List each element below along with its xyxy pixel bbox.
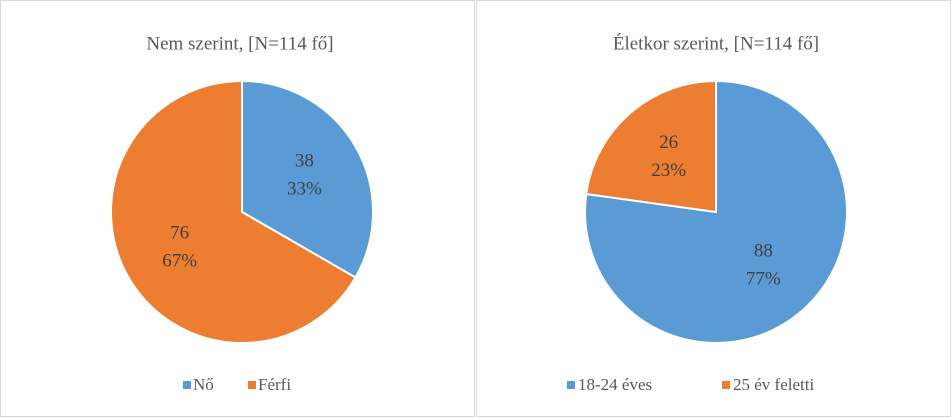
legend-label: Nő	[193, 375, 214, 394]
pie-slice	[585, 79, 717, 214]
legend-label: 25 év feletti	[733, 375, 814, 394]
data-label: 76	[170, 222, 189, 243]
chart-title: Életkor szerint, [N=114 fő]	[613, 32, 819, 54]
legend-label: 18-24 éves	[578, 375, 652, 394]
legend-marker	[722, 381, 730, 389]
chart-title: Nem szerint, [N=114 fő]	[146, 33, 333, 54]
legend-marker	[183, 381, 191, 389]
data-label: 26	[659, 132, 678, 153]
legend-label: Férfi	[258, 375, 291, 394]
legend-marker	[567, 381, 575, 389]
pie-slice	[110, 79, 357, 344]
percent-label: 77%	[746, 269, 781, 290]
percent-label: 23%	[651, 160, 686, 181]
percent-label: 67%	[162, 250, 197, 271]
legend-marker	[248, 381, 256, 389]
pie-slice	[584, 79, 848, 344]
percent-label: 33%	[287, 178, 322, 199]
pie-slice	[241, 79, 374, 279]
data-label: 88	[754, 241, 773, 262]
data-label: 38	[295, 150, 314, 171]
